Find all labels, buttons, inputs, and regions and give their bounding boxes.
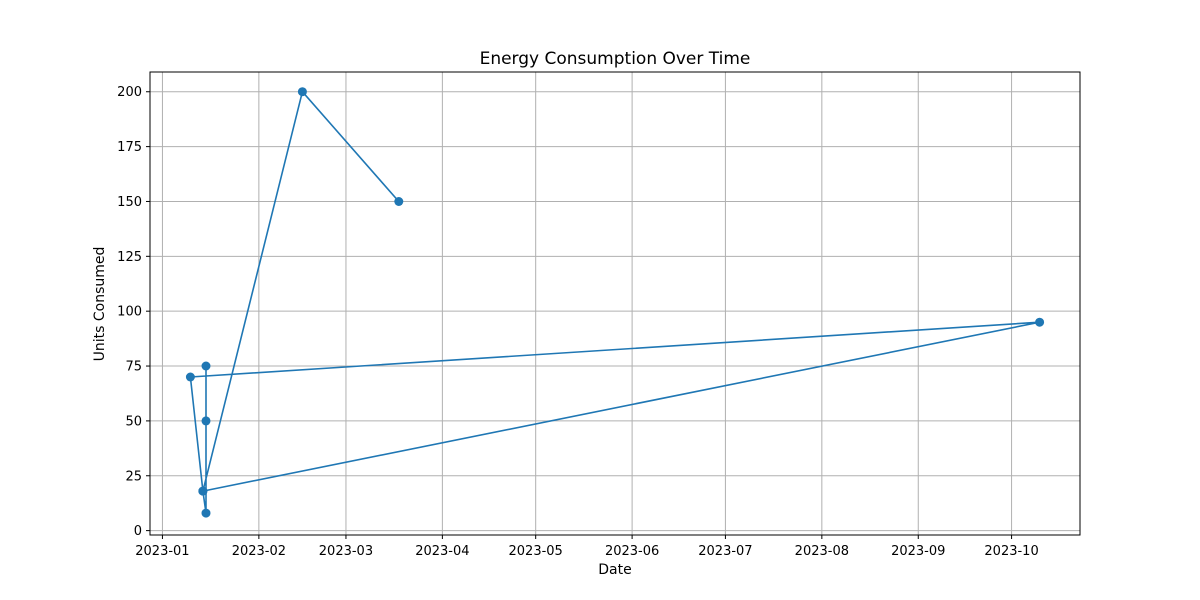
x-tick-label: 2023-01 xyxy=(135,544,189,559)
x-tick-label: 2023-05 xyxy=(509,544,563,559)
grid xyxy=(150,72,1080,535)
axis-ticks: 2023-01 2023-02 2023-03 2023-04 2023-05 2023-… xyxy=(117,85,1039,559)
y-tick-label: 125 xyxy=(117,250,142,265)
data-point xyxy=(201,361,211,371)
data-point xyxy=(297,87,307,97)
y-tick-label: 75 xyxy=(125,360,142,375)
y-tick-label: 50 xyxy=(125,414,142,429)
x-tick-label: 2023-08 xyxy=(795,544,849,559)
series-layer xyxy=(185,87,1045,518)
x-tick-label: 2023-04 xyxy=(415,544,469,559)
y-tick-label: 200 xyxy=(117,85,142,100)
y-tick-label: 100 xyxy=(117,305,142,320)
y-tick-label: 175 xyxy=(117,140,142,155)
x-tick-label: 2023-07 xyxy=(698,544,752,559)
y-axis-label: Units Consumed xyxy=(92,247,108,362)
x-tick-label: 2023-06 xyxy=(605,544,659,559)
x-tick-label: 2023-03 xyxy=(319,544,373,559)
x-tick-label: 2023-09 xyxy=(891,544,945,559)
x-axis-label: Date xyxy=(598,562,631,578)
plot-frame xyxy=(149,71,1081,536)
data-point xyxy=(185,372,195,382)
data-point xyxy=(201,508,211,518)
data-point xyxy=(198,486,208,496)
y-tick-label: 25 xyxy=(125,469,142,484)
x-tick-label: 2023-02 xyxy=(232,544,286,559)
data-point xyxy=(201,416,211,426)
chart-title: Energy Consumption Over Time xyxy=(480,49,751,69)
y-tick-label: 150 xyxy=(117,195,142,210)
x-tick-label: 2023-10 xyxy=(984,544,1038,559)
y-tick-label: 0 xyxy=(134,524,142,539)
data-point xyxy=(394,197,404,206)
data-point xyxy=(1035,317,1045,327)
